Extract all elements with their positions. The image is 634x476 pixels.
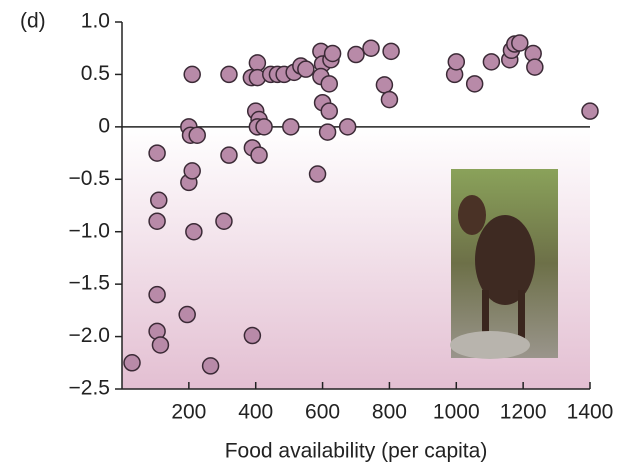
data-point: [248, 54, 267, 72]
data-point: [201, 357, 220, 375]
data-point: [220, 146, 238, 164]
data-point: [581, 102, 599, 120]
x-tick-label: 800: [372, 401, 407, 424]
data-point: [447, 53, 466, 71]
data-point: [320, 75, 339, 93]
data-point: [482, 53, 501, 71]
data-point: [178, 305, 196, 324]
data-point: [255, 118, 273, 136]
x-tick-label: 200: [171, 401, 206, 424]
photo-inset: [450, 169, 558, 359]
y-tick-label: 0: [98, 114, 110, 137]
x-axis-label: Food availability (per capita): [225, 440, 488, 463]
data-point: [380, 90, 399, 109]
y-tick-label: 0.5: [81, 62, 110, 85]
data-point: [183, 65, 201, 84]
data-point: [220, 65, 238, 84]
data-point: [150, 191, 168, 210]
data-point: [243, 326, 262, 345]
y-tick-label: −2.5: [69, 377, 110, 400]
data-point: [323, 44, 342, 63]
data-point: [308, 165, 327, 183]
x-tick-label: 400: [238, 401, 273, 424]
data-point: [148, 212, 166, 230]
x-tick-label: 1400: [567, 401, 614, 424]
data-point: [347, 45, 365, 64]
y-tick-label: −1.0: [69, 219, 110, 242]
data-point: [148, 144, 166, 162]
data-point: [183, 162, 201, 180]
data-point: [375, 76, 394, 94]
data-point: [526, 58, 544, 76]
data-point: [318, 123, 337, 141]
data-point: [362, 39, 380, 57]
data-point: [215, 212, 233, 230]
data-point: [338, 118, 357, 136]
x-tick-label: 1000: [433, 401, 480, 424]
y-tick-label: 1.0: [81, 10, 110, 33]
data-point: [250, 146, 268, 164]
data-point: [148, 285, 166, 304]
data-point: [151, 336, 170, 354]
y-tick-label: −2.0: [69, 324, 110, 347]
data-point: [282, 118, 300, 136]
data-point: [185, 222, 203, 241]
data-point: [123, 354, 141, 372]
data-point: [188, 126, 206, 144]
y-tick-label: −0.5: [69, 167, 110, 190]
x-tick-label: 600: [305, 401, 340, 424]
data-point: [382, 42, 400, 61]
panel-label: (d): [20, 10, 46, 33]
data-point: [320, 102, 339, 120]
data-point: [511, 34, 529, 52]
x-tick-label: 1200: [500, 401, 547, 424]
data-point: [465, 75, 484, 93]
y-tick-label: −1.5: [69, 272, 110, 295]
data-point: [297, 60, 315, 78]
